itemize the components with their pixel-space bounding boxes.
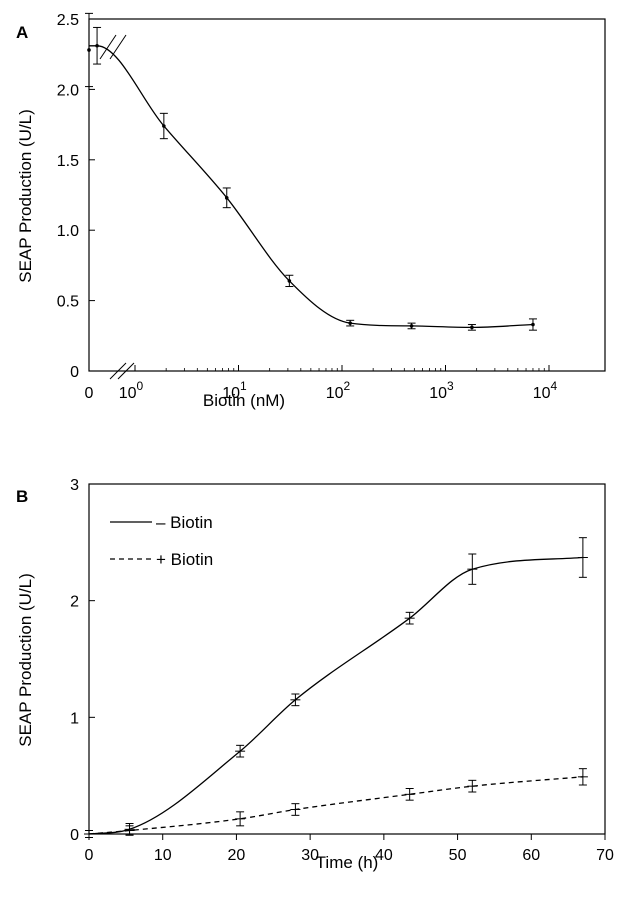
x-tick-label: 70 xyxy=(596,847,614,864)
data-point xyxy=(287,279,292,283)
x-tick-base: 10 xyxy=(326,385,344,402)
y-tick-label: 2.0 xyxy=(57,82,79,99)
x-axis-break-mark xyxy=(117,362,135,380)
x-tick-label: 60 xyxy=(522,847,540,864)
x-tick-base: 10 xyxy=(222,385,240,402)
fit-curve xyxy=(89,45,534,329)
data-point xyxy=(87,48,91,52)
panel-label: A xyxy=(16,23,28,42)
x-axis-label: Time (h) xyxy=(316,853,379,872)
y-tick-label: 1.5 xyxy=(57,153,79,170)
y-tick-label: 0 xyxy=(70,364,79,381)
x-tick-exponent: 0 xyxy=(137,379,144,393)
y-tick-label: 1 xyxy=(70,710,79,727)
x-tick-exponent: 3 xyxy=(447,379,454,393)
y-tick-label: 1.0 xyxy=(57,223,79,240)
legend-label: + Biotin xyxy=(156,550,213,569)
y-tick-label: 2.5 xyxy=(57,12,79,29)
data-point xyxy=(409,324,414,328)
data-point xyxy=(162,124,166,128)
x-tick-label: 20 xyxy=(228,847,246,864)
y-tick-label: 2 xyxy=(70,594,79,611)
x-tick-base: 10 xyxy=(119,385,137,402)
series-line-0 xyxy=(88,556,583,835)
legend-label: – Biotin xyxy=(156,513,213,532)
x-axis-label: Biotin (nM) xyxy=(203,391,285,410)
data-point xyxy=(531,322,535,327)
panel-label: B xyxy=(16,487,28,506)
x-tick-base: 10 xyxy=(533,385,551,402)
curve-break-mark xyxy=(99,34,117,60)
x-tick-label: 0 xyxy=(85,385,94,402)
x-tick-label: 102 xyxy=(326,379,351,402)
x-tick-label: 0 xyxy=(85,847,94,864)
x-tick-label: 10 xyxy=(154,847,172,864)
x-tick-label: 104 xyxy=(533,379,558,402)
plot-frame xyxy=(88,483,606,835)
y-tick-label: 3 xyxy=(70,477,79,494)
x-tick-base: 0 xyxy=(85,385,94,402)
y-axis-label: SEAP Production (U/L) xyxy=(16,573,35,747)
series-line-1 xyxy=(88,776,583,835)
x-tick-label: 100 xyxy=(119,379,144,402)
x-tick-label: 40 xyxy=(375,847,393,864)
x-axis-break-mark xyxy=(109,362,127,380)
y-tick-label: 0.5 xyxy=(57,294,79,311)
data-point xyxy=(95,43,99,48)
x-tick-label: 30 xyxy=(301,847,319,864)
y-axis-label: SEAP Production (U/L) xyxy=(16,109,35,283)
x-tick-label: 50 xyxy=(449,847,467,864)
y-tick-label: 0 xyxy=(70,827,79,844)
plot-frame xyxy=(88,18,606,372)
data-point xyxy=(348,321,352,325)
x-tick-base: 10 xyxy=(429,385,447,402)
x-tick-exponent: 1 xyxy=(240,379,247,393)
curve-break-mark xyxy=(109,34,127,60)
x-tick-exponent: 4 xyxy=(551,379,558,393)
x-tick-exponent: 2 xyxy=(344,379,351,393)
data-point xyxy=(224,196,229,200)
x-tick-label: 103 xyxy=(429,379,454,402)
data-point xyxy=(470,325,474,330)
x-tick-label: 101 xyxy=(222,379,247,402)
